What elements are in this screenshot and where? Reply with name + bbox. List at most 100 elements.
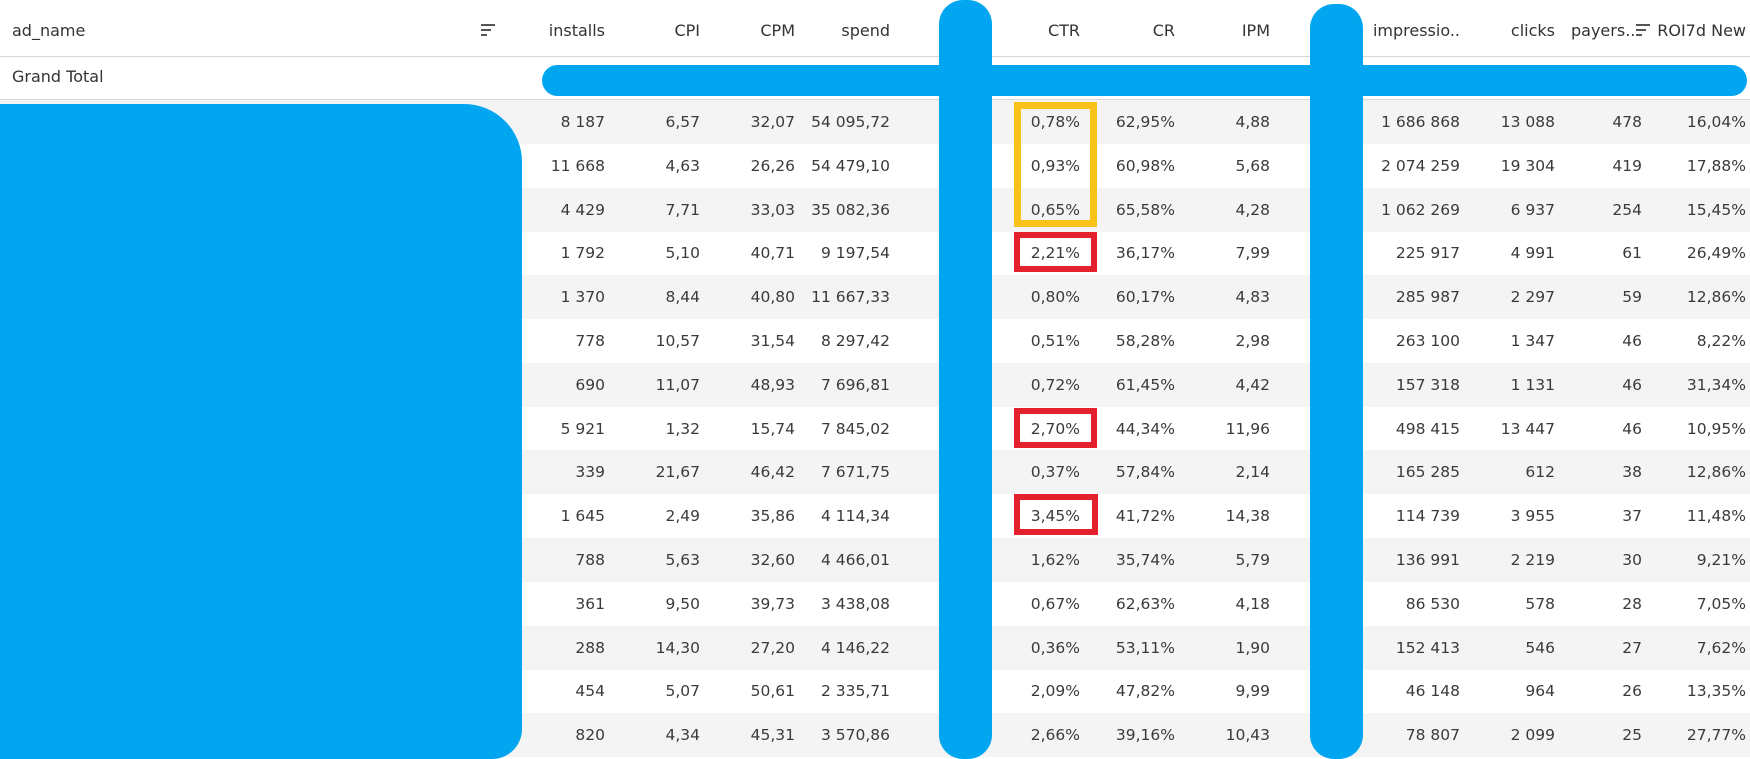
cell-installs: 1 645 (560, 507, 605, 526)
cell-clicks: 13 088 (1500, 113, 1555, 131)
cell-installs: 288 (575, 638, 605, 657)
cell-roi: 16,04% (1686, 113, 1746, 131)
cell-installs: 11 668 (550, 156, 605, 175)
sort-icon[interactable] (481, 24, 495, 36)
cell-impressions: 2 074 259 (1381, 156, 1460, 175)
cell-ipm: 4,88 (1235, 113, 1270, 131)
col-header-ad-name[interactable]: ad_name (12, 21, 86, 40)
cell-payers: 27 (1622, 638, 1642, 657)
cell-cpi: 6,57 (665, 113, 700, 131)
cell-impressions: 157 318 (1395, 375, 1460, 394)
table-row[interactable]: 1 645 2,49 35,86 4 114,34 3,45% 41,72% 14,38 11… (0, 494, 1750, 538)
cell-spend: 7 671,75 (820, 463, 890, 482)
cell-cr: 41,72% (1115, 507, 1175, 526)
cell-cpi: 9,50 (665, 594, 700, 613)
col-header-cpm[interactable]: CPM (760, 21, 795, 40)
cell-cr: 62,63% (1115, 594, 1175, 613)
table-row[interactable]: 5 921 1,32 15,74 7 845,02 2,70% 44,34% 11,96 49… (0, 407, 1750, 451)
table-row[interactable]: 361 9,50 39,73 3 438,08 0,67% 62,63% 4,18 86 53… (0, 582, 1750, 626)
table-row[interactable]: 11 668 4,63 26,26 54 479,10 0,93% 60,98% 5,68 2… (0, 144, 1750, 188)
cell-cr: 47,82% (1115, 682, 1175, 701)
col-header-payers[interactable]: payers.. (1571, 21, 1636, 40)
cell-clicks: 1 131 (1510, 375, 1555, 394)
yellow-highlight-box (1014, 102, 1097, 227)
cell-spend: 7 845,02 (820, 419, 890, 438)
cell-cpm: 35,86 (750, 507, 795, 526)
cell-ipm: 11,96 (1225, 419, 1270, 438)
col-header-ipm[interactable]: IPM (1241, 21, 1270, 40)
col-header-spend[interactable]: spend (841, 21, 890, 40)
cell-clicks: 6 937 (1510, 200, 1555, 219)
cell-installs: 454 (575, 682, 605, 701)
cell-ctr: 0,80% (1030, 288, 1080, 307)
table-row[interactable]: 1 792 5,10 40,71 9 197,54 2,21% 36,17% 7,99 225… (0, 231, 1750, 275)
table-row[interactable]: 778 10,57 31,54 8 297,42 0,51% 58,28% 2,98 263 … (0, 319, 1750, 363)
col-header-roi[interactable]: ROI7d New (1657, 21, 1746, 40)
cell-roi: 7,62% (1696, 638, 1746, 657)
cell-spend: 4 146,22 (820, 638, 890, 657)
col-header-installs[interactable]: installs (548, 21, 605, 40)
cell-clicks: 3 955 (1510, 507, 1555, 526)
cell-cr: 44,34% (1115, 419, 1175, 438)
sort-icon[interactable] (1636, 24, 1650, 36)
cell-cpm: 15,74 (750, 419, 795, 438)
table-row[interactable]: 454 5,07 50,61 2 335,71 2,09% 47,82% 9,99 46 14… (0, 669, 1750, 713)
cell-clicks: 612 (1525, 463, 1555, 482)
col-header-cpi[interactable]: CPI (674, 21, 700, 40)
cell-clicks: 19 304 (1500, 156, 1555, 175)
cell-clicks: 2 219 (1510, 551, 1555, 569)
cell-ipm: 4,83 (1235, 288, 1270, 307)
cell-ctr: 0,36% (1030, 638, 1080, 657)
cell-payers: 28 (1622, 594, 1642, 613)
cell-spend: 35 082,36 (811, 200, 890, 219)
cell-roi: 13,35% (1686, 682, 1746, 701)
cell-impressions: 1 686 868 (1381, 113, 1460, 131)
cell-impressions: 498 415 (1395, 419, 1460, 438)
cell-ctr: 0,72% (1030, 375, 1080, 394)
cell-ipm: 4,42 (1235, 375, 1270, 394)
cell-cpi: 5,63 (665, 551, 700, 569)
col-header-impressions[interactable]: impressio.. (1372, 21, 1460, 40)
cell-cpm: 27,20 (750, 638, 795, 657)
cell-cpi: 21,67 (655, 463, 700, 482)
cell-roi: 26,49% (1686, 244, 1746, 263)
cell-cpm: 26,26 (750, 156, 795, 175)
col-header-cr[interactable]: CR (1152, 21, 1175, 40)
cell-impressions: 225 917 (1395, 244, 1460, 263)
cell-cpi: 4,34 (665, 726, 700, 745)
cell-payers: 419 (1612, 156, 1642, 175)
cell-payers: 30 (1622, 551, 1642, 569)
cell-ipm: 7,99 (1235, 244, 1270, 263)
cell-ctr: 0,78% (1030, 113, 1080, 131)
cell-installs: 361 (575, 594, 605, 613)
cell-cpi: 5,10 (665, 244, 700, 263)
cell-impressions: 78 807 (1405, 726, 1460, 745)
cell-spend: 2 335,71 (820, 682, 890, 701)
cell-roi: 12,86% (1686, 288, 1746, 307)
cell-cpi: 14,30 (655, 638, 700, 657)
cell-cpi: 1,32 (665, 419, 700, 438)
red-highlight-box (1014, 494, 1098, 535)
cell-ipm: 4,18 (1235, 594, 1270, 613)
cell-installs: 8 187 (560, 113, 605, 131)
cell-impressions: 263 100 (1395, 332, 1460, 350)
table-header: ad_name installs CPI CPM spend CTR CR IP… (0, 0, 1750, 57)
cell-ipm: 9,99 (1235, 682, 1270, 701)
cell-installs: 788 (575, 551, 605, 569)
cell-roi: 27,77% (1686, 726, 1746, 745)
col-header-ctr[interactable]: CTR (1047, 21, 1080, 40)
cell-roi: 12,86% (1686, 463, 1746, 482)
cell-payers: 37 (1622, 507, 1642, 526)
col-header-clicks[interactable]: clicks (1510, 21, 1555, 40)
cell-clicks: 4 991 (1510, 244, 1555, 263)
redaction-bar-grand-total (542, 65, 1747, 96)
cell-clicks: 2 297 (1510, 288, 1555, 307)
cell-spend: 54 479,10 (811, 156, 890, 175)
cell-roi: 11,48% (1686, 507, 1746, 526)
cell-spend: 7 696,81 (820, 375, 890, 394)
cell-ctr: 2,21% (1030, 244, 1080, 263)
cell-cpm: 39,73 (750, 594, 795, 613)
cell-cpi: 7,71 (665, 200, 700, 219)
cell-ctr: 0,93% (1030, 156, 1080, 175)
red-highlight-box (1014, 408, 1097, 448)
